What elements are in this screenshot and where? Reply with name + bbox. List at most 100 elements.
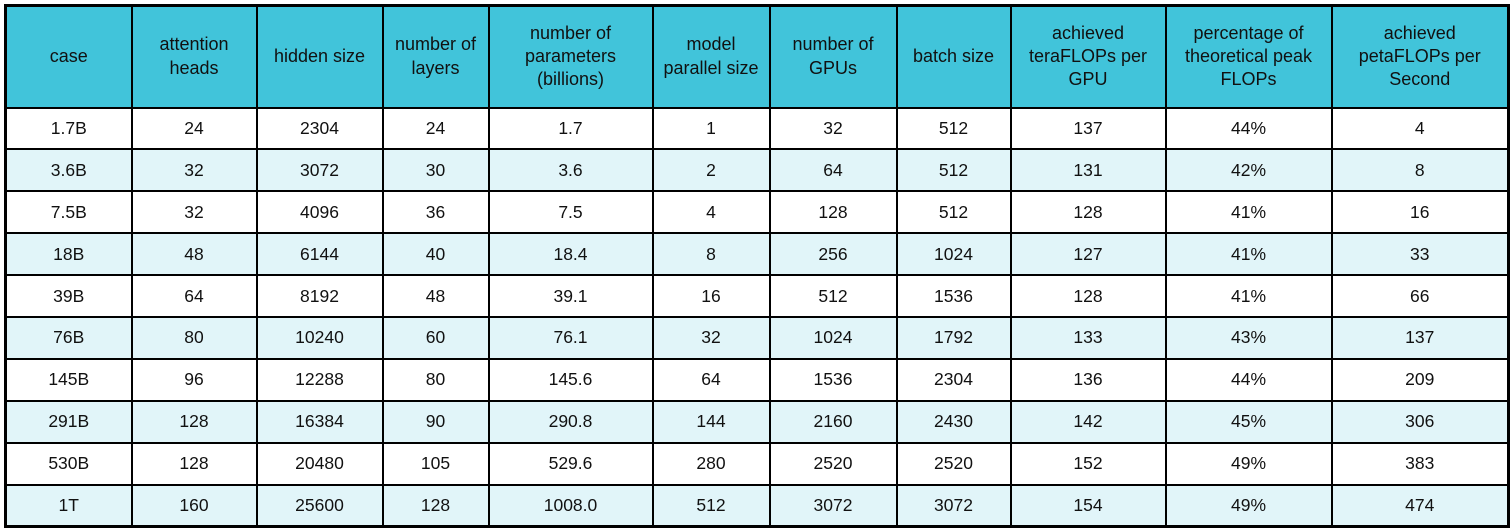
table-cell: 76.1 [487,315,654,360]
table-cell: 80 [130,315,258,360]
table-row: 1T 160 25600 128 1008.0 512 3072 3072 154 49% 474 [4,483,1510,528]
table-cell: 512 [895,106,1012,151]
table-cell: 4 [1330,106,1510,151]
table-cell: 30 [381,148,490,193]
table-cell: 1.7 [487,106,654,151]
table-cell: 2304 [895,357,1012,402]
table-cell: 383 [1330,441,1510,486]
table-cell: 131 [1009,148,1167,193]
table-cell: 2304 [255,106,384,151]
table-cell: 42% [1164,148,1333,193]
column-header-2: hidden size [255,4,384,109]
column-header-10: achieved petaFLOPs per Second [1330,4,1510,109]
table-cell: 24 [130,106,258,151]
table-cell: 48 [381,274,490,318]
table-cell: 160 [130,483,258,528]
table-cell: 291B [4,399,133,444]
table-cell: 64 [651,357,771,402]
table-cell: 128 [381,483,490,528]
table-row: 76B 80 10240 60 76.1 32 1024 1792 133 43% 137 [4,315,1510,360]
table-cell: 137 [1009,106,1167,151]
table-cell: 137 [1330,315,1510,360]
table-cell: 1 [651,106,771,151]
table-cell: 10240 [255,315,384,360]
table-cell: 41% [1164,190,1333,235]
table-cell: 128 [1009,274,1167,318]
scaling-results-table: case attention heads hidden size number of … [4,4,1510,528]
table-cell: 128 [1009,190,1167,235]
column-header-3: number of layers [381,4,490,109]
table-cell: 2520 [768,441,898,486]
table-cell: 12288 [255,357,384,402]
table-cell: 136 [1009,357,1167,402]
table-cell: 145.6 [487,357,654,402]
table-cell: 2520 [895,441,1012,486]
table-cell: 7.5 [487,190,654,235]
table-cell: 43% [1164,315,1333,360]
table-cell: 90 [381,399,490,444]
table-cell: 49% [1164,441,1333,486]
table-cell: 32 [651,315,771,360]
table-cell: 48 [130,232,258,277]
table-cell: 152 [1009,441,1167,486]
table-cell: 1.7B [4,106,133,151]
column-header-0: case [4,4,133,109]
column-header-6: number of GPUs [768,4,898,109]
table-cell: 16 [1330,190,1510,235]
table-cell: 18.4 [487,232,654,277]
table-cell: 32 [130,190,258,235]
table-cell: 44% [1164,106,1333,151]
table-cell: 280 [651,441,771,486]
table-cell: 80 [381,357,490,402]
table-cell: 39B [4,274,133,318]
table-cell: 36 [381,190,490,235]
table-row: 7.5B 32 4096 36 7.5 4 128 512 128 41% 16 [4,190,1510,235]
table-head: case attention heads hidden size number of … [4,4,1510,109]
table-cell: 66 [1330,274,1510,318]
table-row: 3.6B 32 3072 30 3.6 2 64 512 131 42% 8 [4,148,1510,193]
table-cell: 3072 [255,148,384,193]
table-row: 1.7B 24 2304 24 1.7 1 32 512 137 44% 4 [4,106,1510,151]
table-cell: 1536 [895,274,1012,318]
table-cell: 40 [381,232,490,277]
table-cell: 7.5B [4,190,133,235]
table-cell: 127 [1009,232,1167,277]
table-cell: 1T [4,483,133,528]
table-cell: 49% [1164,483,1333,528]
table-cell: 290.8 [487,399,654,444]
table-cell: 41% [1164,274,1333,318]
table-cell: 41% [1164,232,1333,277]
table-cell: 44% [1164,357,1333,402]
table-cell: 16 [651,274,771,318]
table-cell: 306 [1330,399,1510,444]
table-cell: 16384 [255,399,384,444]
table-cell: 142 [1009,399,1167,444]
table-cell: 60 [381,315,490,360]
table-cell: 474 [1330,483,1510,528]
column-header-8: achieved teraFLOPs per GPU [1009,4,1167,109]
table-cell: 2160 [768,399,898,444]
table-cell: 1024 [768,315,898,360]
table-cell: 1536 [768,357,898,402]
table-cell: 4096 [255,190,384,235]
column-header-4: number of parameters (billions) [487,4,654,109]
table-cell: 25600 [255,483,384,528]
table-cell: 154 [1009,483,1167,528]
table-cell: 20480 [255,441,384,486]
table-cell: 3072 [895,483,1012,528]
table-cell: 2430 [895,399,1012,444]
table-cell: 64 [130,274,258,318]
table-cell: 18B [4,232,133,277]
table-cell: 32 [768,106,898,151]
table-cell: 105 [381,441,490,486]
table-cell: 512 [895,148,1012,193]
table-row: 145B 96 12288 80 145.6 64 1536 2304 136 44% 209 [4,357,1510,402]
table-body: 1.7B 24 2304 24 1.7 1 32 512 137 44% 4 3.6B 32 3072 30… [4,106,1510,528]
table-cell: 529.6 [487,441,654,486]
table-cell: 512 [768,274,898,318]
table-cell: 2 [651,148,771,193]
table-cell: 512 [651,483,771,528]
table-cell: 209 [1330,357,1510,402]
table-cell: 45% [1164,399,1333,444]
column-header-7: batch size [895,4,1012,109]
